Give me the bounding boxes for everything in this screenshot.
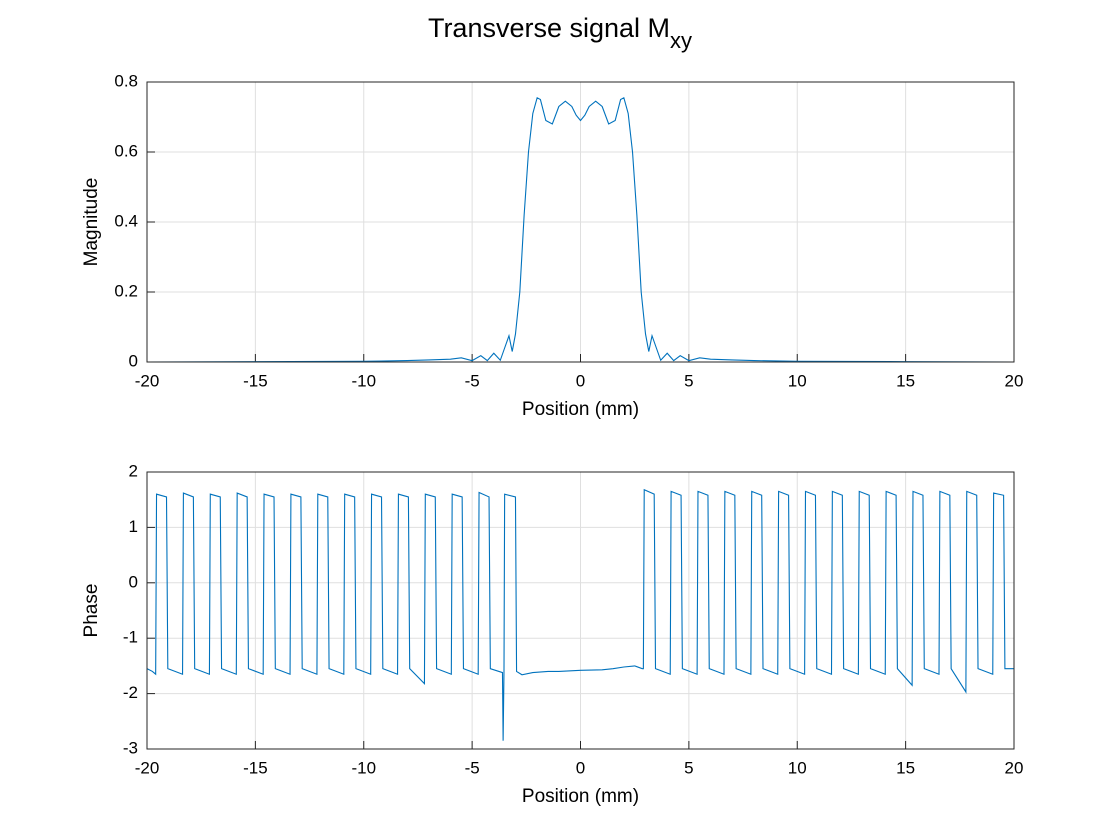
x-tick-label: -20 (135, 371, 160, 390)
y-axis-label: Magnitude (81, 178, 102, 267)
y-tick-label: -3 (123, 738, 138, 757)
x-tick-label: 15 (896, 758, 915, 777)
x-tick-label: -5 (465, 371, 480, 390)
figure-title: Transverse signal Mxy (428, 13, 692, 53)
title-main: Transverse signal M (428, 13, 670, 43)
y-tick-label: 0.4 (114, 211, 138, 230)
x-tick-label: -15 (243, 371, 268, 390)
y-tick-label: 0.8 (114, 71, 138, 90)
x-tick-label: 20 (1005, 758, 1024, 777)
x-tick-label: 5 (684, 758, 693, 777)
x-tick-label: 10 (788, 371, 807, 390)
axes-frame (146, 471, 1015, 750)
data-line (146, 96, 1015, 363)
x-tick-label: -20 (135, 758, 160, 777)
y-tick-label: 0 (129, 572, 138, 591)
x-tick-label: -5 (465, 758, 480, 777)
x-tick-label: -10 (351, 758, 376, 777)
data-line (146, 488, 1014, 741)
y-tick-label: -1 (123, 628, 138, 647)
x-axis-label: Position (mm) (522, 399, 639, 420)
y-tick-label: 0 (129, 351, 138, 370)
x-tick-label: 0 (576, 758, 585, 777)
y-tick-label: 2 (129, 461, 138, 480)
x-tick-label: 10 (788, 758, 807, 777)
y-tick-label: 0.6 (114, 141, 138, 160)
x-tick-label: 20 (1005, 371, 1024, 390)
x-tick-label: -10 (351, 371, 376, 390)
title-subscript: xy (670, 28, 692, 53)
x-tick-label: 15 (896, 371, 915, 390)
x-tick-label: -15 (243, 758, 268, 777)
y-tick-label: 0.2 (114, 281, 138, 300)
x-axis-label: Position (mm) (522, 786, 639, 807)
axes-frame (146, 81, 1015, 363)
x-tick-label: 0 (576, 371, 585, 390)
y-tick-label: -2 (123, 683, 138, 702)
x-tick-label: 5 (684, 371, 693, 390)
y-axis-label: Phase (81, 584, 102, 638)
y-tick-label: 1 (129, 517, 138, 536)
